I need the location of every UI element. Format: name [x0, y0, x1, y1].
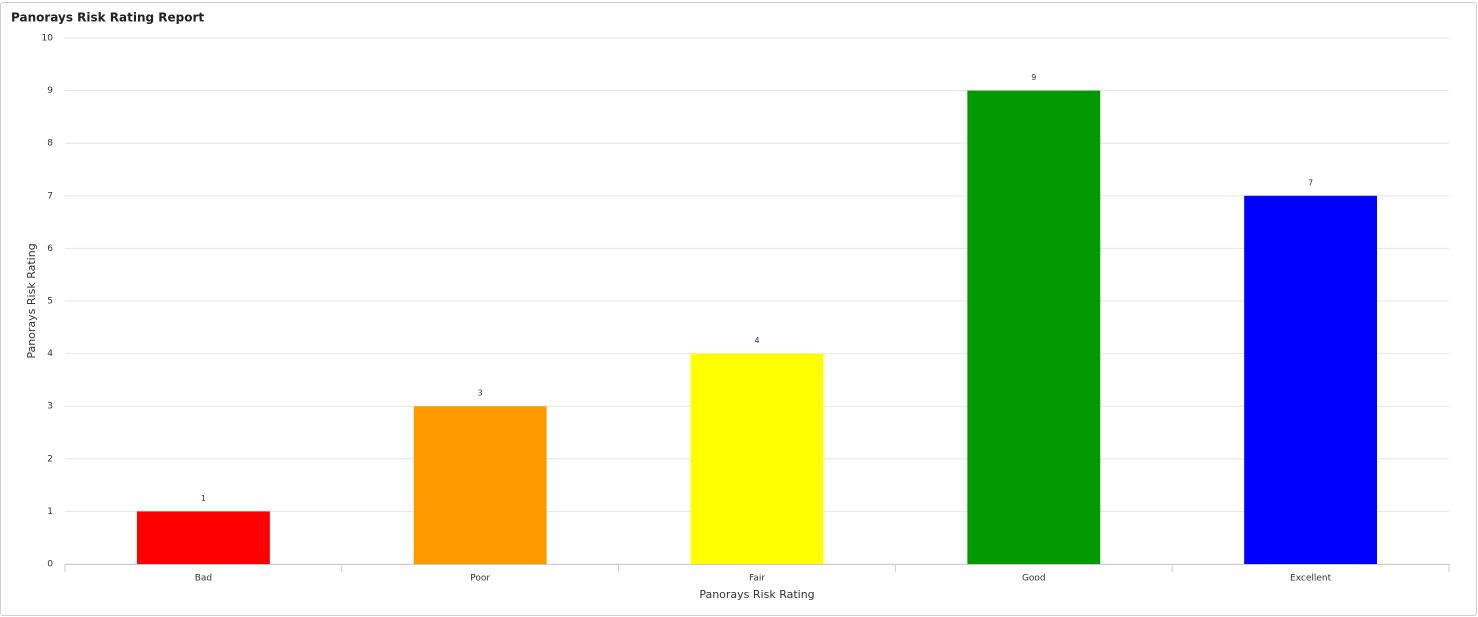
data-label: 9 — [1031, 73, 1036, 82]
bar — [967, 90, 1101, 564]
y-tick-label: 1 — [47, 507, 53, 517]
data-label: 7 — [1308, 178, 1313, 187]
bar — [690, 353, 824, 564]
y-tick-label: 10 — [42, 34, 54, 44]
y-tick-label: 2 — [47, 454, 53, 464]
y-tick-label: 5 — [47, 297, 53, 307]
y-tick-label: 3 — [47, 402, 53, 412]
x-tick-label: Bad — [195, 574, 212, 584]
x-tick-label: Excellent — [1290, 574, 1332, 584]
data-label: 1 — [201, 494, 206, 503]
y-tick-label: 9 — [47, 86, 53, 96]
data-label: 3 — [478, 389, 483, 398]
chart-title: Panorays Risk Rating Report — [11, 11, 204, 25]
x-tick-label: Good — [1022, 574, 1046, 584]
bar — [136, 511, 270, 564]
x-axis-label: Panorays Risk Rating — [699, 588, 814, 601]
data-label: 4 — [754, 336, 759, 345]
y-tick-label: 7 — [47, 191, 53, 201]
y-tick-label: 0 — [47, 560, 53, 570]
y-axis-label: Panorays Risk Rating — [25, 243, 38, 358]
y-tick-label: 6 — [47, 244, 53, 254]
y-tick-label: 4 — [47, 349, 53, 359]
x-tick-label: Fair — [749, 574, 765, 584]
x-tick-label: Poor — [470, 574, 490, 584]
bar — [1244, 195, 1378, 565]
bar — [413, 406, 547, 564]
y-tick-label: 8 — [47, 139, 53, 149]
